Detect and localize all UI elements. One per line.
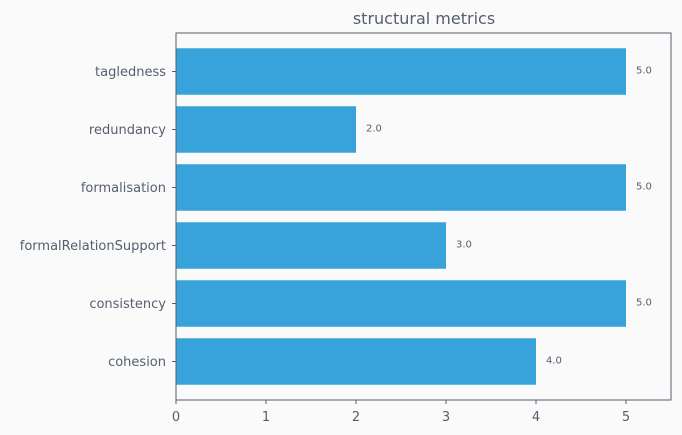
x-tick-label-0: 0: [172, 410, 180, 425]
y-tick-label-consistency: consistency: [89, 297, 166, 312]
x-tick-label-1: 1: [262, 410, 270, 425]
x-tick-label-4: 4: [532, 410, 540, 425]
bar-formalisation: [176, 164, 626, 211]
y-tick-label-formalisation: formalisation: [81, 181, 166, 196]
bars-group: 5.0 2.0 5.0 3.0 5.0 4.0: [176, 48, 652, 385]
chart-title: structural metrics: [353, 9, 495, 28]
data-label-formalisation: 5.0: [636, 182, 652, 193]
data-label-redundancy: 2.0: [366, 124, 382, 135]
bar-formalRelationSupport: [176, 222, 446, 269]
x-tick-label-2: 2: [352, 410, 360, 425]
x-tick-label-5: 5: [622, 410, 630, 425]
plot-frame: [175, 32, 672, 401]
y-tick-labels: tagledness redundancy formalisation formalR…: [20, 65, 176, 370]
y-tick-label-tagledness: tagledness: [95, 65, 166, 80]
data-label-cohesion: 4.0: [546, 356, 562, 367]
x-axis-ticks: 0 1 2 3 4 5: [172, 400, 630, 425]
bar-tagledness: [176, 48, 626, 95]
data-label-consistency: 5.0: [636, 298, 652, 309]
bar-cohesion: [176, 338, 536, 385]
data-label-formalRelationSupport: 3.0: [456, 240, 472, 251]
bar-redundancy: [176, 106, 356, 153]
data-label-tagledness: 5.0: [636, 66, 652, 77]
y-tick-label-cohesion: cohesion: [108, 355, 166, 370]
bar-consistency: [176, 280, 626, 327]
y-tick-label-formalRelationSupport: formalRelationSupport: [20, 239, 166, 254]
x-tick-label-3: 3: [442, 410, 450, 425]
y-tick-label-redundancy: redundancy: [89, 123, 166, 138]
